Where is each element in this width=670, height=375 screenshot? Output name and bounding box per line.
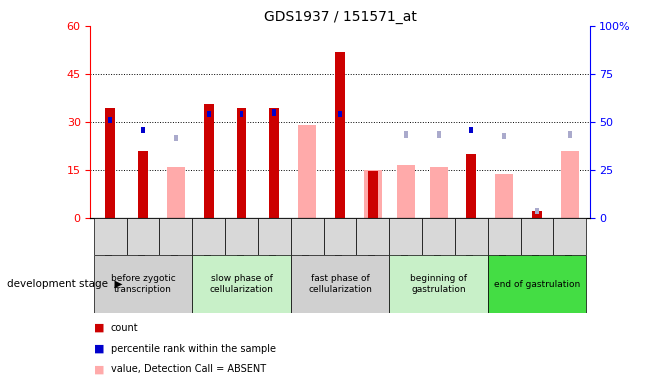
Bar [108,117,112,123]
Text: ■: ■ [94,323,105,333]
Bar [364,170,382,217]
Bar [207,111,210,117]
Bar [174,135,178,141]
Bar [192,217,225,255]
Bar [127,217,159,255]
Text: ■: ■ [94,364,105,374]
Bar [258,217,291,255]
Bar [466,154,476,218]
Bar [397,165,415,218]
Text: beginning of
gastrulation: beginning of gastrulation [410,274,467,294]
Bar [553,217,586,255]
Bar [455,217,488,255]
Bar [159,217,192,255]
Bar [141,127,145,133]
Text: development stage  ▶: development stage ▶ [7,279,122,289]
Text: fast phase of
cellularization: fast phase of cellularization [308,274,372,294]
Bar [324,217,356,255]
Bar [269,108,279,218]
Bar [488,255,586,313]
Bar [568,132,572,138]
Text: before zygotic
transcription: before zygotic transcription [111,274,176,294]
Text: percentile rank within the sample: percentile rank within the sample [111,344,275,354]
Bar [404,132,407,138]
Bar [273,109,276,115]
Bar [138,150,148,217]
Bar [495,174,513,217]
Text: ■: ■ [94,344,105,354]
Bar [521,217,553,255]
Bar [291,217,324,255]
Bar [422,217,455,255]
Bar [192,255,291,313]
Bar [225,217,258,255]
Text: count: count [111,323,138,333]
Bar [237,108,247,218]
Bar [204,104,214,218]
Bar [368,171,378,217]
Text: slow phase of
cellularization: slow phase of cellularization [210,274,273,294]
Bar [338,111,342,117]
Bar [105,108,115,218]
Title: GDS1937 / 151571_at: GDS1937 / 151571_at [263,10,417,24]
Bar [389,255,488,313]
Bar [561,150,579,217]
Bar [437,132,440,138]
Bar [94,255,192,313]
Bar [291,255,389,313]
Bar [94,217,127,255]
Bar [298,125,316,218]
Bar [167,166,185,218]
Bar [470,127,473,133]
Text: value, Detection Call = ABSENT: value, Detection Call = ABSENT [111,364,266,374]
Bar [429,166,448,218]
Bar [532,211,542,217]
Bar [502,133,507,140]
Bar [356,217,389,255]
Bar [240,111,243,117]
Bar [389,217,422,255]
Bar [488,217,521,255]
Bar [335,52,345,217]
Bar [535,208,539,214]
Text: end of gastrulation: end of gastrulation [494,280,580,289]
